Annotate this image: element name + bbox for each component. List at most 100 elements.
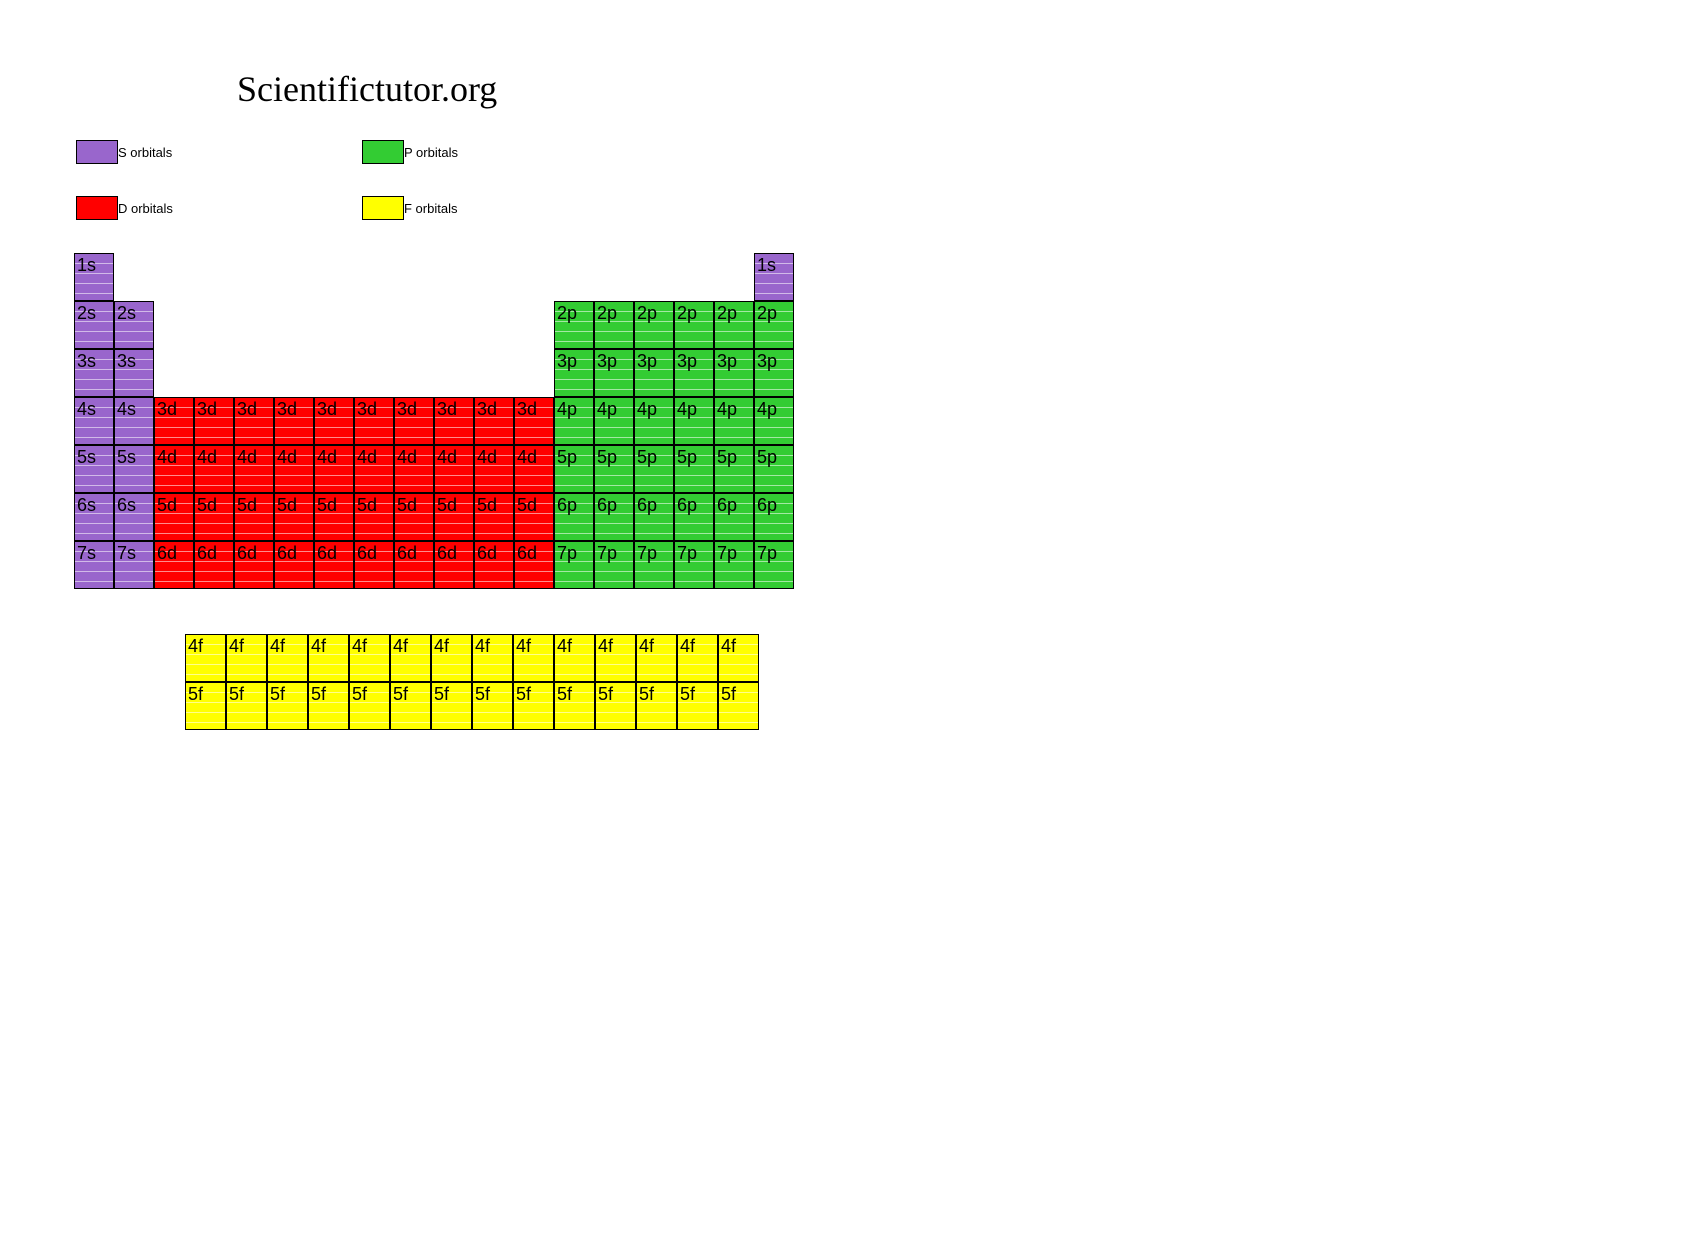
orbital-cell-label: 4d: [437, 447, 457, 467]
orbital-cell-label: 5f: [270, 684, 285, 704]
orbital-cell-3d: 3d: [394, 397, 434, 445]
orbital-cell-label: 5f: [721, 684, 736, 704]
orbital-cell-label: 5f: [475, 684, 490, 704]
orbital-cell-3d: 3d: [274, 397, 314, 445]
orbital-cell-label: 5d: [477, 495, 497, 515]
orbital-cell-7p: 7p: [594, 541, 634, 589]
orbital-cell-5f: 5f: [185, 682, 226, 730]
orbital-cell-label: 6d: [517, 543, 537, 563]
orbital-cell-6d: 6d: [194, 541, 234, 589]
orbital-cell-7p: 7p: [754, 541, 794, 589]
orbital-cell-3s: 3s: [74, 349, 114, 397]
orbital-cell-label: 3p: [557, 351, 577, 371]
legend-swatch-s: [76, 140, 118, 164]
orbital-cell-2p: 2p: [674, 301, 714, 349]
orbital-cell-6d: 6d: [274, 541, 314, 589]
orbital-cell-label: 5d: [437, 495, 457, 515]
orbital-cell-label: 5p: [757, 447, 777, 467]
orbital-cell-7p: 7p: [634, 541, 674, 589]
orbital-cell-label: 3d: [437, 399, 457, 419]
orbital-cell-5f: 5f: [595, 682, 636, 730]
orbital-cell-7p: 7p: [674, 541, 714, 589]
orbital-cell-6d: 6d: [154, 541, 194, 589]
orbital-cell-5f: 5f: [267, 682, 308, 730]
orbital-cell-6d: 6d: [474, 541, 514, 589]
orbital-cell-label: 6d: [397, 543, 417, 563]
orbital-cell-4p: 4p: [634, 397, 674, 445]
orbital-cell-5d: 5d: [154, 493, 194, 541]
page-root: Scientifictutor.org S orbitalsP orbitals…: [0, 0, 1688, 1250]
orbital-cell-4p: 4p: [754, 397, 794, 445]
orbital-cell-label: 5f: [393, 684, 408, 704]
orbital-cell-label: 7p: [757, 543, 777, 563]
orbital-cell-4d: 4d: [154, 445, 194, 493]
orbital-cell-label: 3p: [597, 351, 617, 371]
orbital-cell-4f: 4f: [226, 634, 267, 682]
orbital-cell-label: 3s: [117, 351, 136, 371]
orbital-cell-label: 4f: [680, 636, 695, 656]
orbital-cell-4f: 4f: [595, 634, 636, 682]
orbital-cell-label: 4f: [516, 636, 531, 656]
orbital-cell-label: 4s: [77, 399, 96, 419]
orbital-cell-label: 3p: [757, 351, 777, 371]
legend-item-s: S orbitals: [76, 140, 172, 164]
orbital-cell-1s: 1s: [754, 253, 794, 301]
orbital-cell-label: 3d: [157, 399, 177, 419]
orbital-cell-label: 7p: [637, 543, 657, 563]
orbital-cell-label: 4f: [188, 636, 203, 656]
orbital-cell-label: 3d: [237, 399, 257, 419]
orbital-cell-5d: 5d: [354, 493, 394, 541]
orbital-cell-4s: 4s: [74, 397, 114, 445]
orbital-cell-label: 5p: [597, 447, 617, 467]
orbital-cell-label: 7p: [557, 543, 577, 563]
orbital-cell-4p: 4p: [714, 397, 754, 445]
orbital-cell-7s: 7s: [74, 541, 114, 589]
orbital-cell-5d: 5d: [394, 493, 434, 541]
orbital-cell-label: 3d: [517, 399, 537, 419]
orbital-cell-6d: 6d: [354, 541, 394, 589]
orbital-cell-label: 3p: [637, 351, 657, 371]
orbital-cell-4p: 4p: [594, 397, 634, 445]
orbital-cell-label: 5p: [557, 447, 577, 467]
orbital-cell-5p: 5p: [634, 445, 674, 493]
orbital-cell-4f: 4f: [349, 634, 390, 682]
orbital-cell-label: 3s: [77, 351, 96, 371]
orbital-cell-label: 6p: [717, 495, 737, 515]
orbital-cell-4d: 4d: [514, 445, 554, 493]
orbital-cell-label: 4f: [598, 636, 613, 656]
orbital-cell-label: 4d: [277, 447, 297, 467]
orbital-cell-5f: 5f: [554, 682, 595, 730]
legend-label: D orbitals: [118, 201, 173, 216]
orbital-cell-2p: 2p: [714, 301, 754, 349]
orbital-cell-4f: 4f: [554, 634, 595, 682]
orbital-cell-3p: 3p: [754, 349, 794, 397]
orbital-cell-4f: 4f: [431, 634, 472, 682]
orbital-cell-3d: 3d: [514, 397, 554, 445]
orbital-cell-5d: 5d: [234, 493, 274, 541]
orbital-cell-2p: 2p: [594, 301, 634, 349]
orbital-cell-2s: 2s: [114, 301, 154, 349]
orbital-cell-label: 2p: [757, 303, 777, 323]
orbital-cell-7p: 7p: [714, 541, 754, 589]
orbital-cell-label: 4d: [317, 447, 337, 467]
orbital-cell-label: 5f: [557, 684, 572, 704]
orbital-cell-3d: 3d: [234, 397, 274, 445]
orbital-cell-4f: 4f: [308, 634, 349, 682]
orbital-cell-label: 5d: [157, 495, 177, 515]
orbital-cell-2p: 2p: [554, 301, 594, 349]
orbital-cell-3d: 3d: [434, 397, 474, 445]
orbital-cell-label: 4d: [197, 447, 217, 467]
orbital-cell-6p: 6p: [754, 493, 794, 541]
orbital-cell-label: 3p: [677, 351, 697, 371]
orbital-cell-3p: 3p: [674, 349, 714, 397]
orbital-cell-label: 4d: [517, 447, 537, 467]
orbital-cell-5f: 5f: [513, 682, 554, 730]
orbital-cell-5f: 5f: [472, 682, 513, 730]
orbital-cell-4d: 4d: [354, 445, 394, 493]
orbital-cell-label: 7s: [117, 543, 136, 563]
orbital-cell-label: 5d: [517, 495, 537, 515]
orbital-cell-label: 2p: [597, 303, 617, 323]
orbital-cell-5p: 5p: [594, 445, 634, 493]
orbital-cell-label: 5s: [117, 447, 136, 467]
orbital-cell-label: 4p: [757, 399, 777, 419]
